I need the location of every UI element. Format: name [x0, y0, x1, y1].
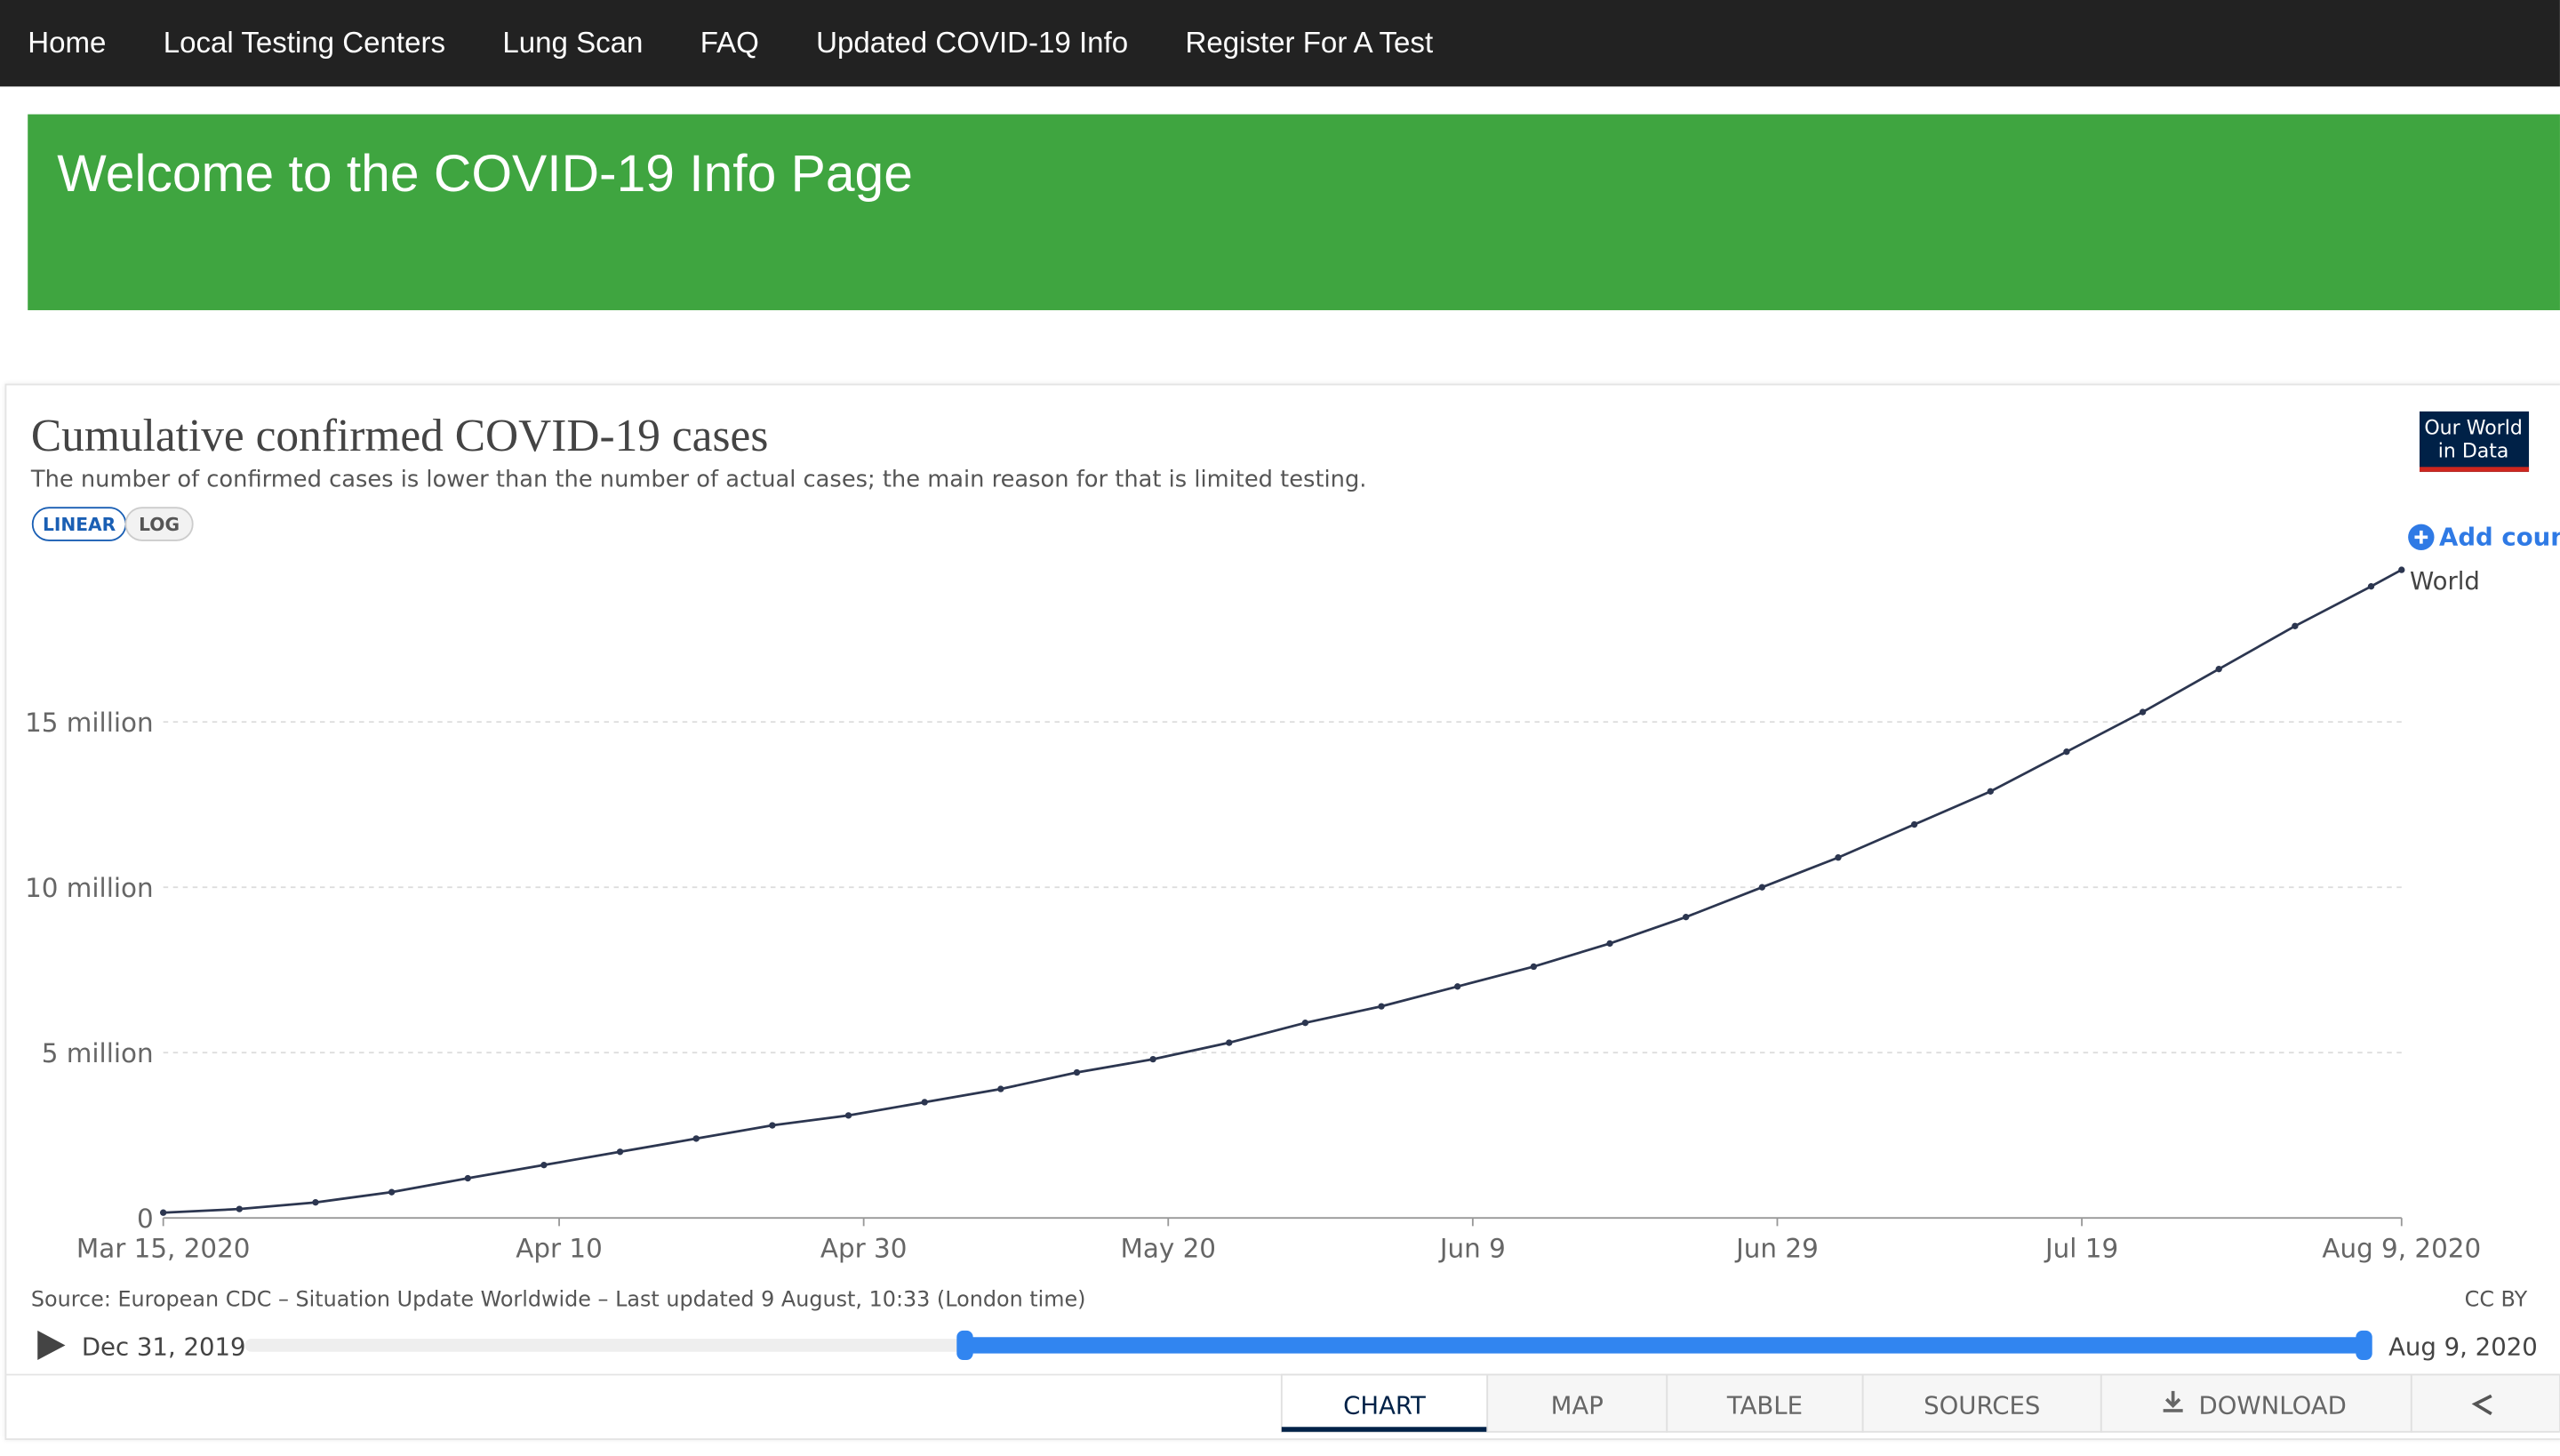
nav-link[interactable]: FAQ: [700, 26, 759, 60]
series-line: [163, 568, 2403, 1214]
nav-link[interactable]: Register For A Test: [1185, 26, 1434, 60]
data-point: [1226, 1039, 1233, 1046]
y-tick-label: 15 million: [25, 708, 154, 738]
data-point: [2367, 583, 2375, 590]
x-tick-label: Jun 29: [1734, 1233, 1819, 1263]
data-point: [1149, 1055, 1156, 1063]
data-point: [1606, 940, 1613, 948]
x-tick-label: Jun 9: [1438, 1233, 1506, 1263]
tab-label[interactable]: TABLE: [1726, 1392, 1803, 1420]
data-point: [2139, 708, 2147, 716]
x-tick-label: May 20: [1121, 1233, 1216, 1263]
add-button[interactable]: Add country: [2439, 523, 2560, 551]
tab-label[interactable]: MAP: [1551, 1392, 1604, 1420]
timeline-end: Aug 9, 2020: [2388, 1332, 2538, 1361]
share-icon[interactable]: [2471, 1394, 2492, 1416]
logo-box: [2419, 411, 2530, 472]
data-point: [1530, 963, 1538, 971]
data-point: [236, 1205, 243, 1212]
nav-link[interactable]: Lung Scan: [502, 26, 644, 60]
data-point: [1758, 884, 1765, 891]
nav-bar: Home Local Testing Centers Lung Scan FAQ Upd…: [0, 0, 2560, 87]
tab[interactable]: [2410, 1373, 2560, 1433]
data-point: [2398, 566, 2405, 573]
license: CC BY: [2465, 1286, 2528, 1311]
add-icon-plus[interactable]: [2414, 530, 2428, 544]
y-tick-label: 10 million: [25, 873, 154, 903]
timeline-start: Dec 31, 2019: [82, 1332, 246, 1361]
y-tick-label: 0: [137, 1204, 154, 1234]
tab-label[interactable]: CHART: [1343, 1392, 1426, 1420]
scale-button[interactable]: [124, 507, 194, 541]
data-point: [997, 1085, 1004, 1092]
tab-label[interactable]: SOURCES: [1924, 1392, 2040, 1420]
timeline-handle[interactable]: [2356, 1330, 2372, 1360]
data-point: [464, 1174, 471, 1182]
data-point: [2292, 622, 2299, 630]
data-point: [1454, 983, 1461, 990]
chart-title: Cumulative confirmed COVID-19 cases: [31, 411, 768, 461]
timeline-range: [964, 1337, 2364, 1354]
data-point: [1987, 788, 1994, 795]
play-button[interactable]: [37, 1330, 66, 1360]
banner-title: Welcome to the COVID-19 Info Page: [57, 143, 913, 203]
data-point: [159, 1209, 167, 1216]
scale-button-label[interactable]: LOG: [139, 514, 180, 535]
download-icon[interactable]: [2163, 1390, 2183, 1412]
data-point: [921, 1099, 928, 1106]
scale-button-label[interactable]: LINEAR: [43, 514, 116, 535]
data-point: [388, 1188, 396, 1196]
tab[interactable]: [1486, 1373, 1668, 1433]
data-point: [540, 1161, 548, 1169]
data-point: [769, 1122, 776, 1129]
logo-stripe: [2419, 467, 2530, 472]
nav-link[interactable]: Home: [28, 26, 107, 60]
data-point: [1910, 820, 1918, 828]
data-point: [692, 1135, 700, 1142]
data-point: [2063, 748, 2070, 756]
chart-subtitle: The number of confirmed cases is lower t…: [30, 466, 1367, 492]
tab[interactable]: [1861, 1373, 2102, 1433]
x-tick-label: Aug 9, 2020: [2322, 1233, 2481, 1263]
logo-text: Our World in Data: [2424, 418, 2523, 463]
tab-label[interactable]: DOWNLOAD: [2199, 1392, 2347, 1420]
data-point: [616, 1148, 624, 1156]
data-point: [1683, 914, 1690, 921]
tab[interactable]: [2100, 1373, 2412, 1433]
x-tick-label: Mar 15, 2020: [76, 1233, 251, 1263]
tab[interactable]: [1666, 1373, 1864, 1433]
x-tick-label: Jul 19: [2044, 1233, 2118, 1263]
timeline-handle[interactable]: [956, 1330, 973, 1360]
tab-active-bar: [1281, 1427, 1488, 1432]
tab[interactable]: [1280, 1373, 1489, 1433]
series-label: World: [2410, 567, 2480, 596]
x-tick-label: Apr 10: [516, 1233, 603, 1263]
chart-card: [4, 383, 2560, 1440]
data-point: [1378, 1003, 1385, 1010]
y-tick-label: 5 million: [42, 1038, 154, 1068]
data-point: [312, 1199, 319, 1206]
data-point: [2215, 666, 2222, 673]
data-point: [1073, 1068, 1081, 1076]
data-point: [844, 1112, 852, 1119]
x-tick-label: Apr 30: [820, 1233, 908, 1263]
source-note: Source: European CDC – Situation Update …: [31, 1286, 1086, 1311]
data-point: [1835, 854, 1842, 861]
data-point: [1301, 1020, 1309, 1027]
nav-link[interactable]: Updated COVID-19 Info: [816, 26, 1129, 60]
nav-link[interactable]: Local Testing Centers: [163, 26, 446, 60]
banner: Welcome to the COVID-19 Info Page: [28, 114, 2560, 310]
